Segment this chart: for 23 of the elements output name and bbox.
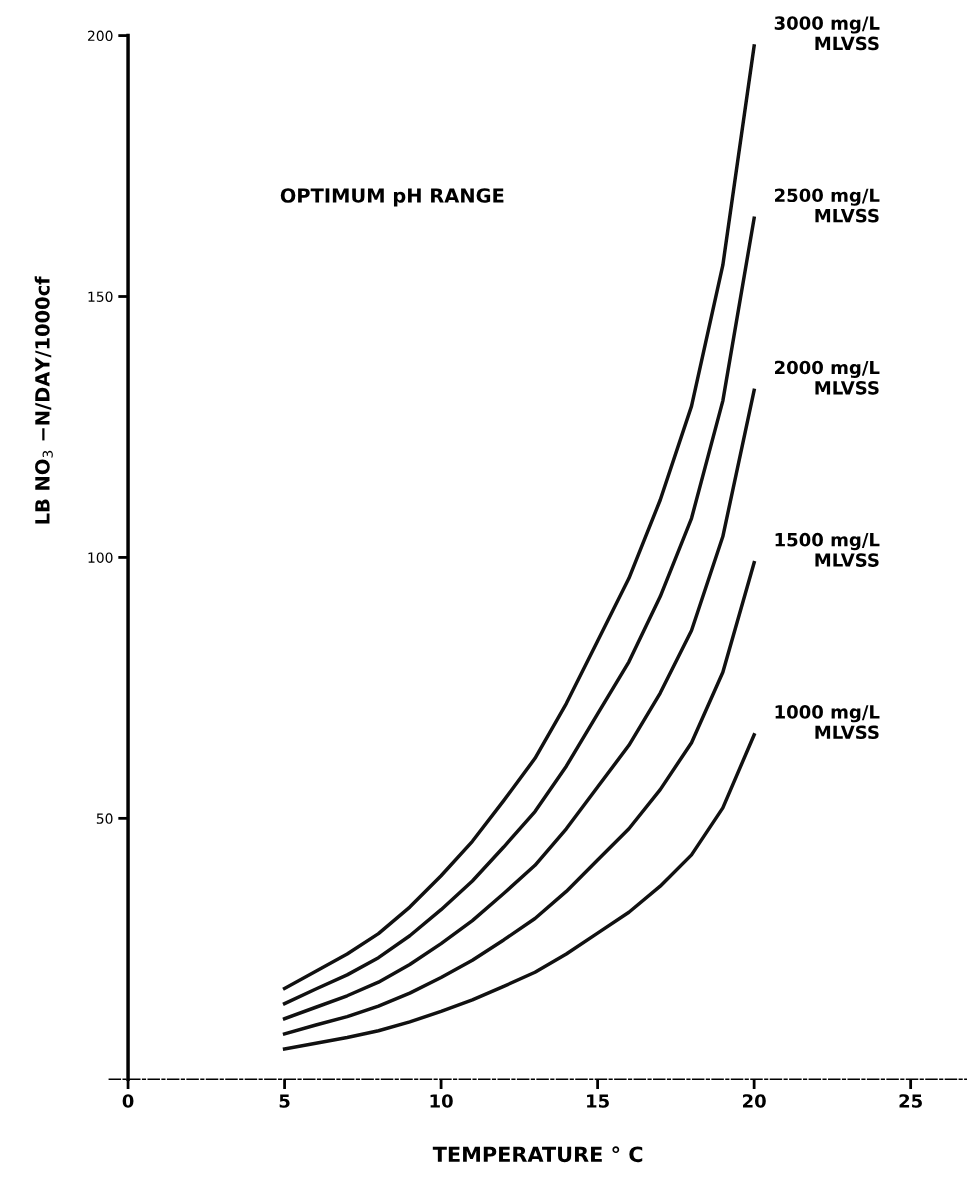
x-tick-label: 0 (122, 1094, 134, 1108)
x-tick-label: 15 (587, 1094, 609, 1108)
x-axis-title: TEMPERATURE ° C (432, 1146, 643, 1163)
y-tick-label: 100 (88, 552, 113, 563)
series-label: 1000 mg/L MLVSS (775, 705, 880, 740)
x-tick-label: 20 (743, 1094, 766, 1108)
line-series (282, 560, 756, 1036)
y-tick-label: 50 (96, 813, 113, 824)
series-label: 2500 mg/L MLVSS (775, 188, 880, 223)
line-series (282, 44, 756, 991)
line-series (282, 216, 756, 1006)
y-axis-title: LB NO$_{3}$ −N/DAY/1000cf (34, 276, 53, 524)
series-label: 1500 mg/L MLVSS (775, 532, 880, 567)
x-tick-label: 5 (279, 1094, 290, 1108)
line-series (282, 733, 756, 1051)
y-tick-label: 150 (88, 291, 113, 302)
x-tick-label: 10 (430, 1094, 453, 1108)
line-series (282, 388, 756, 1021)
series-label: 2000 mg/L MLVSS (775, 360, 880, 395)
series-label: 3000 mg/L MLVSS (774, 16, 880, 51)
y-tick-label: 200 (87, 30, 113, 42)
x-tick-label: 25 (899, 1094, 922, 1108)
annotation: OPTIMUM pH RANGE (280, 188, 504, 207)
